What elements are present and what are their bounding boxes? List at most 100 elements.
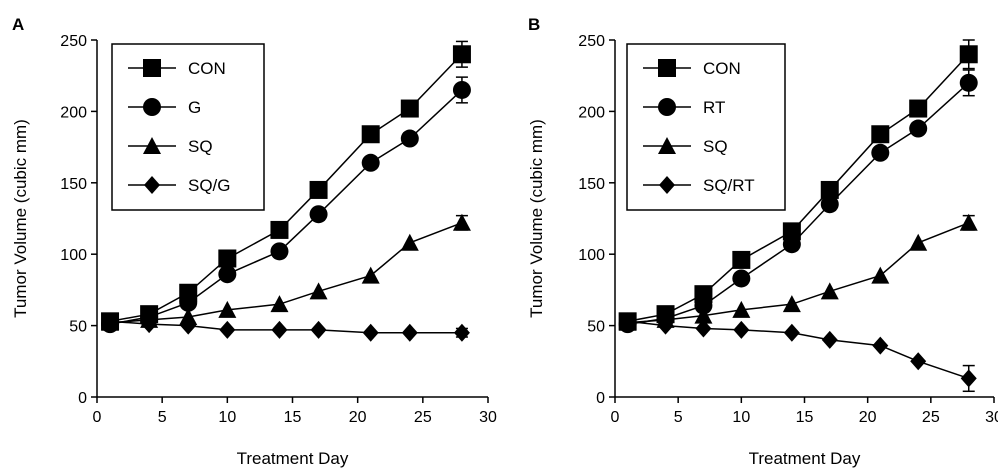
data-point — [400, 233, 419, 251]
legend-label: CON — [703, 59, 741, 78]
data-point — [820, 180, 839, 199]
y-tick-label: 0 — [596, 390, 605, 407]
data-point — [102, 312, 119, 331]
x-tick-label: 30 — [479, 409, 497, 426]
data-point — [619, 312, 636, 331]
legend-entry: RT — [643, 98, 725, 117]
data-point — [959, 45, 978, 64]
data-point — [694, 296, 713, 315]
data-point — [270, 295, 289, 313]
data-point — [453, 323, 470, 342]
data-point — [909, 99, 928, 118]
y-tick-label: 0 — [78, 390, 87, 407]
legend-label: CON — [188, 59, 226, 78]
data-point — [909, 119, 928, 138]
x-tick-label: 0 — [611, 409, 620, 426]
data-point — [270, 242, 289, 261]
legend-marker — [659, 176, 675, 194]
legend-label: SQ/G — [188, 176, 231, 195]
data-point — [910, 352, 927, 371]
y-tick-label: 200 — [60, 104, 87, 121]
data-point — [361, 125, 380, 144]
y-tick-label: 200 — [578, 104, 605, 121]
x-axis-title: Treatment Day — [237, 449, 349, 468]
data-point — [820, 195, 839, 214]
data-point — [309, 180, 328, 199]
legend-entry: SQ — [643, 137, 728, 156]
x-tick-label: 25 — [922, 409, 940, 426]
data-point — [732, 269, 751, 288]
legend-entry: SQ/RT — [643, 176, 755, 195]
data-point — [782, 235, 801, 254]
x-tick-label: 0 — [93, 409, 102, 426]
x-axis-title: Treatment Day — [749, 449, 861, 468]
data-point — [960, 369, 977, 388]
data-point — [270, 220, 289, 239]
panel-label: B — [528, 15, 540, 34]
x-tick-label: 20 — [349, 409, 367, 426]
y-tick-label: 50 — [587, 319, 605, 336]
legend-marker — [658, 137, 676, 154]
y-tick-label: 150 — [60, 176, 87, 193]
data-point — [401, 323, 418, 342]
data-point — [271, 320, 288, 339]
x-tick-label: 15 — [284, 409, 302, 426]
series-square — [618, 39, 978, 331]
data-point — [782, 295, 801, 313]
legend-marker — [143, 59, 161, 77]
data-point — [179, 293, 198, 312]
data-point — [400, 99, 419, 118]
x-tick-label: 5 — [674, 409, 683, 426]
y-tick-label: 50 — [69, 319, 87, 336]
data-point — [361, 153, 380, 172]
x-tick-label: 10 — [218, 409, 236, 426]
legend-label: G — [188, 98, 201, 117]
x-tick-label: 5 — [158, 409, 167, 426]
series-triangle — [101, 213, 471, 331]
data-point — [179, 308, 198, 326]
data-point — [872, 336, 889, 355]
legend-label: RT — [703, 98, 725, 117]
data-point — [871, 266, 890, 284]
y-tick-label: 100 — [60, 247, 87, 264]
data-point — [959, 73, 978, 92]
y-tick-label: 250 — [60, 33, 87, 50]
data-point — [820, 282, 839, 300]
data-point — [959, 213, 978, 231]
data-point — [452, 213, 471, 231]
legend-box — [626, 43, 786, 211]
legend-marker — [143, 98, 161, 116]
legend-entry: CON — [643, 59, 741, 78]
legend-entry: SQ/G — [128, 176, 231, 195]
y-tick-label: 250 — [578, 33, 605, 50]
data-point — [141, 315, 158, 334]
data-point — [310, 320, 327, 339]
legend-marker — [658, 98, 676, 116]
data-point — [732, 300, 751, 318]
data-point — [180, 316, 197, 335]
data-point — [732, 250, 751, 269]
data-point — [218, 265, 237, 284]
legend-label: SQ — [188, 137, 213, 156]
series-diamond — [619, 312, 977, 393]
legend-entry: CON — [128, 59, 226, 78]
data-point — [218, 249, 237, 268]
x-tick-label: 10 — [732, 409, 750, 426]
y-tick-label: 150 — [578, 176, 605, 193]
data-point — [309, 282, 328, 300]
y-axis-title: Tumor Volume (cubic mm) — [11, 119, 30, 318]
data-point — [782, 222, 801, 241]
data-point — [452, 45, 471, 64]
x-tick-label: 20 — [859, 409, 877, 426]
legend-box — [111, 43, 265, 211]
data-point — [695, 319, 712, 338]
data-point — [219, 320, 236, 339]
panel-a: A 0 5 10 15 20 25 30 0 50 100 150 200 250 Treatment Da… — [11, 15, 497, 468]
panel-b: B 0 5 10 15 20 25 30 0 50 100 150 200 250 Treatment Da… — [527, 15, 998, 468]
x-tick-label: 25 — [414, 409, 432, 426]
data-point — [821, 330, 838, 349]
legend: CON G SQ SQ/G — [111, 43, 265, 211]
legend-label: SQ/RT — [703, 176, 755, 195]
legend: CON RT SQ SQ/RT — [626, 43, 786, 211]
